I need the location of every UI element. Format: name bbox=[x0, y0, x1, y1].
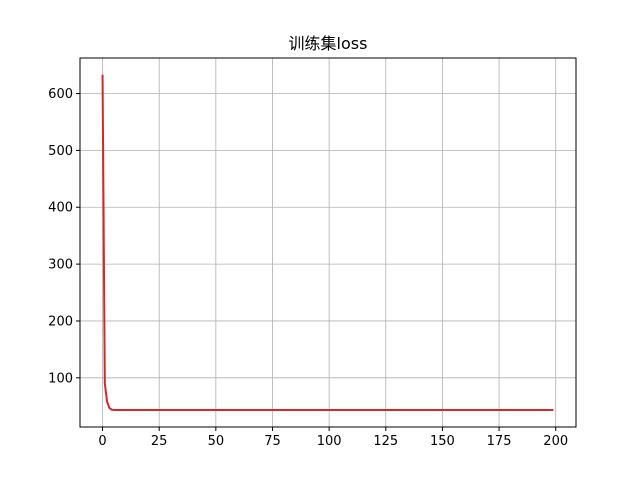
plot-frame bbox=[79, 57, 577, 428]
grid-lines bbox=[80, 58, 576, 427]
x-tick-label: 25 bbox=[151, 434, 168, 449]
x-axis: 0 25 50 75 100 125 150 175 200 bbox=[98, 427, 568, 449]
y-tick-label: 500 bbox=[48, 144, 73, 159]
chart-title: 训练集loss bbox=[289, 34, 368, 53]
y-tick-label: 400 bbox=[48, 201, 73, 216]
x-tick-label: 175 bbox=[487, 434, 512, 449]
x-tick-label: 150 bbox=[430, 434, 455, 449]
x-tick-label: 100 bbox=[317, 434, 342, 449]
y-tick-label: 200 bbox=[48, 314, 73, 329]
y-tick-label: 300 bbox=[48, 258, 73, 273]
x-tick-label: 0 bbox=[98, 434, 106, 449]
x-tick-label: 125 bbox=[373, 434, 398, 449]
x-tick-label: 75 bbox=[264, 434, 281, 449]
y-axis: 100 200 300 400 500 600 bbox=[48, 87, 80, 386]
y-tick-label: 100 bbox=[48, 371, 73, 386]
series-layer bbox=[101, 74, 554, 411]
x-tick-label: 50 bbox=[208, 434, 225, 449]
x-tick-label: 200 bbox=[543, 434, 568, 449]
y-tick-label: 600 bbox=[48, 87, 73, 102]
loss-series-line bbox=[101, 74, 554, 411]
